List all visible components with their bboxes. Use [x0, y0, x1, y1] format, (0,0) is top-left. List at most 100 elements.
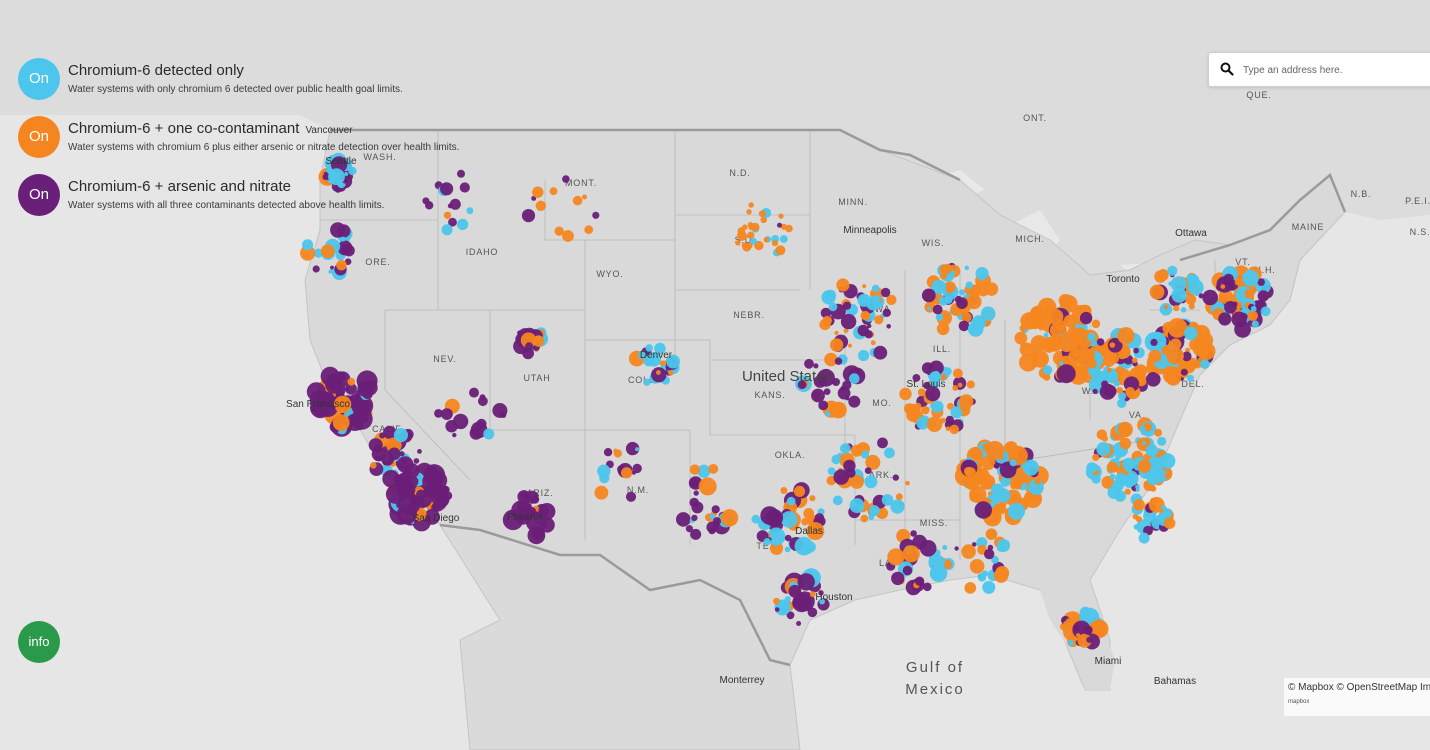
water-system-point[interactable] [539, 517, 555, 533]
water-system-point[interactable] [416, 489, 427, 500]
water-system-point[interactable] [1063, 314, 1077, 328]
water-system-point[interactable] [1107, 337, 1123, 353]
water-system-point[interactable] [975, 267, 989, 281]
water-system-point[interactable] [931, 400, 944, 413]
water-system-point[interactable] [1087, 332, 1096, 342]
water-system-point[interactable] [827, 467, 836, 475]
water-system-point[interactable] [549, 187, 558, 196]
water-system-point[interactable] [809, 495, 816, 502]
water-system-point[interactable] [796, 621, 802, 626]
water-system-point[interactable] [976, 472, 989, 485]
water-system-point[interactable] [867, 323, 872, 329]
water-system-point[interactable] [784, 534, 792, 542]
water-system-point[interactable] [954, 546, 959, 551]
water-system-point[interactable] [786, 496, 796, 506]
water-system-point[interactable] [1173, 305, 1180, 312]
water-system-point[interactable] [873, 345, 888, 360]
water-system-point[interactable] [831, 454, 841, 465]
water-system-point[interactable] [1260, 306, 1271, 317]
water-system-point[interactable] [880, 287, 891, 298]
water-system-point[interactable] [809, 591, 816, 598]
water-system-point[interactable] [834, 357, 843, 365]
water-system-point[interactable] [829, 338, 844, 352]
water-system-point[interactable] [741, 242, 747, 248]
water-system-point[interactable] [1165, 370, 1182, 386]
water-system-point[interactable] [469, 387, 479, 398]
water-system-point[interactable] [784, 596, 791, 603]
water-system-point[interactable] [840, 313, 857, 330]
water-system-point[interactable] [362, 389, 373, 400]
water-system-point[interactable] [858, 349, 870, 362]
water-system-point[interactable] [1242, 269, 1259, 287]
water-system-point[interactable] [967, 321, 984, 337]
water-system-point[interactable] [530, 495, 540, 504]
water-system-point[interactable] [538, 503, 556, 520]
water-system-point[interactable] [1192, 324, 1211, 343]
attribution-text[interactable]: © Mapbox © OpenStreetMap Im [1288, 682, 1430, 693]
water-system-point[interactable] [1257, 290, 1270, 302]
water-system-point[interactable] [1143, 481, 1150, 487]
water-system-point[interactable] [344, 171, 349, 177]
water-system-point[interactable] [1091, 319, 1101, 329]
water-system-point[interactable] [925, 386, 941, 402]
water-system-point[interactable] [969, 485, 987, 503]
water-system-point[interactable] [866, 295, 881, 311]
water-system-point[interactable] [784, 546, 791, 553]
water-system-point[interactable] [765, 509, 784, 527]
water-system-point[interactable] [625, 441, 640, 456]
water-system-point[interactable] [811, 388, 825, 403]
water-system-point[interactable] [1075, 305, 1081, 310]
water-system-point[interactable] [335, 386, 343, 394]
water-system-point[interactable] [625, 491, 637, 502]
water-system-point[interactable] [912, 374, 921, 382]
water-system-point[interactable] [502, 509, 524, 531]
water-system-point[interactable] [621, 467, 633, 479]
water-system-point[interactable] [969, 559, 985, 574]
water-system-point[interactable] [1149, 497, 1158, 505]
water-system-point[interactable] [963, 466, 974, 477]
water-system-point[interactable] [396, 456, 414, 473]
water-system-point[interactable] [848, 343, 852, 348]
water-system-point[interactable] [698, 477, 717, 496]
water-system-point[interactable] [520, 332, 537, 349]
water-system-point[interactable] [1042, 365, 1053, 375]
water-system-point[interactable] [928, 554, 945, 571]
water-system-point[interactable] [331, 405, 336, 411]
water-system-point[interactable] [1251, 320, 1259, 328]
water-system-point[interactable] [645, 344, 653, 352]
water-system-point[interactable] [959, 400, 971, 412]
water-system-point[interactable] [517, 330, 523, 336]
water-system-point[interactable] [903, 403, 915, 414]
water-system-point[interactable] [942, 545, 948, 550]
water-system-point[interactable] [1030, 495, 1037, 501]
water-system-point[interactable] [1094, 372, 1099, 378]
water-system-point[interactable] [442, 485, 450, 494]
water-system-point[interactable] [1082, 348, 1095, 361]
water-system-point[interactable] [1143, 422, 1152, 432]
water-system-point[interactable] [532, 186, 544, 198]
water-system-point[interactable] [1135, 516, 1142, 523]
water-system-point[interactable] [1107, 486, 1120, 499]
water-system-point[interactable] [690, 528, 702, 540]
water-system-point[interactable] [1185, 347, 1191, 353]
water-system-point[interactable] [691, 514, 698, 522]
water-system-point[interactable] [965, 281, 973, 289]
water-system-point[interactable] [1159, 303, 1173, 316]
water-system-point[interactable] [613, 448, 618, 453]
water-system-point[interactable] [333, 395, 352, 414]
water-system-point[interactable] [905, 480, 910, 486]
water-system-point[interactable] [654, 342, 666, 355]
water-system-point[interactable] [1096, 442, 1111, 457]
water-system-point[interactable] [957, 382, 963, 388]
water-system-point[interactable] [928, 371, 942, 384]
water-system-point[interactable] [828, 302, 838, 312]
water-system-point[interactable] [871, 284, 880, 293]
water-system-point[interactable] [785, 224, 793, 233]
water-system-point[interactable] [459, 182, 470, 193]
water-system-point[interactable] [535, 200, 546, 211]
water-system-point[interactable] [456, 218, 469, 231]
water-system-point[interactable] [1167, 318, 1188, 338]
water-system-point[interactable] [1135, 484, 1140, 490]
water-system-point[interactable] [1138, 532, 1150, 544]
water-system-point[interactable] [302, 239, 314, 251]
